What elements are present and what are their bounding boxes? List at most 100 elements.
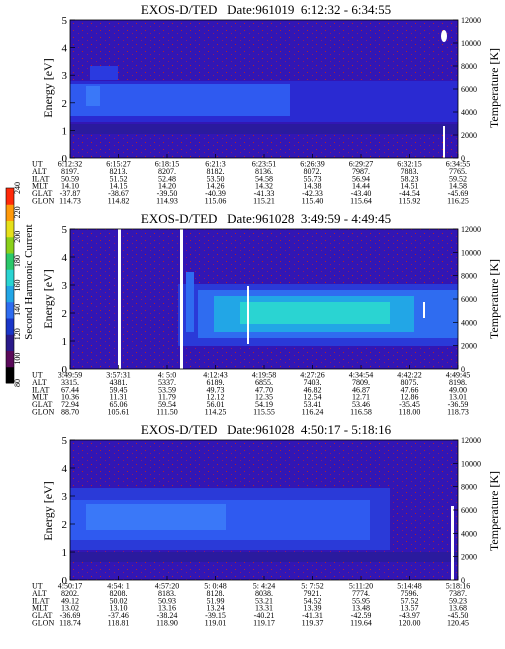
colorbar-swatch — [6, 334, 14, 351]
y-tick-label: 0 — [62, 364, 68, 376]
panel-1-temperature-mark — [441, 30, 447, 42]
orbit-table-cell: 46.82 — [304, 385, 322, 394]
panel-1-band-core — [70, 84, 290, 116]
colorbar-tick-label: 220 — [13, 206, 22, 218]
orbit-table-cell: -37.46 — [108, 611, 129, 620]
orbit-table-cell: 50.93 — [158, 596, 176, 605]
orbit-table-cell: 13.57 — [401, 604, 419, 613]
y-right-tick-label: 0 — [461, 154, 465, 163]
y-tick-label: 0 — [62, 575, 68, 587]
y-right-tick-label: 0 — [461, 365, 465, 374]
orbit-table-cell: 59.45 — [110, 385, 128, 394]
orbit-table-cell: 3:49:59 — [58, 371, 82, 380]
orbit-row-label: GLON — [32, 408, 54, 417]
y-right-tick-label: 12000 — [461, 436, 481, 445]
orbit-table-cell: 7387. — [449, 589, 467, 598]
y-right-tick-label: 2000 — [461, 131, 477, 140]
panel-3-band-core — [86, 504, 226, 530]
orbit-table-cell: 7596. — [401, 589, 419, 598]
panel-2-title: EXOS-D/TED Date:961028 3:49:59 - 4:49:45 — [141, 211, 391, 226]
orbit-table-cell: 47.66 — [401, 385, 419, 394]
orbit-table-cell: 116.58 — [350, 408, 372, 417]
orbit-table-cell: 111.50 — [156, 408, 177, 417]
orbit-table-cell: 65.06 — [110, 400, 128, 409]
panel-2-axes: 0 1 2 3 4 5 0 2000 4000 6000 8000 10000 12000 — [62, 224, 482, 376]
panel-1-band-highlight — [86, 86, 100, 106]
orbit-table-cell: 7921. — [304, 589, 322, 598]
orbit-table-cell: 53.59 — [158, 385, 176, 394]
y-tick-label: 2 — [62, 308, 68, 320]
orbit-row-label: MLT — [32, 393, 48, 402]
orbit-table-cell: 13.02 — [61, 604, 79, 613]
orbit-table-cell: -42.59 — [351, 611, 372, 620]
y-right-tick-label: 10000 — [461, 248, 481, 257]
orbit-table-cell: 116.24 — [302, 408, 324, 417]
orbit-table-cell: 4:42:22 — [397, 371, 421, 380]
orbit-table-cell: -41.31 — [302, 611, 323, 620]
orbit-row-label: MLT — [32, 182, 48, 191]
y-right-tick-label: 4000 — [461, 529, 477, 538]
y-right-tick-label: 12000 — [461, 16, 481, 25]
orbit-table-cell: 115.06 — [205, 197, 227, 206]
panel-2-ylabel-right: Temperature [K] — [487, 259, 501, 339]
orbit-table-cell: 54.19 — [255, 400, 273, 409]
orbit-table-cell: 53.46 — [352, 400, 370, 409]
orbit-table-cell: 5:11:20 — [349, 582, 373, 591]
orbit-table-cell: 13.68 — [449, 604, 467, 613]
colorbar-swatch — [6, 285, 14, 303]
orbit-table-cell: 12.54 — [304, 393, 322, 402]
orbit-table-cell: 4:49:45 — [446, 371, 470, 380]
orbit-table-cell: 13.31 — [255, 604, 273, 613]
orbit-row-label: GLAT — [32, 611, 53, 620]
orbit-table-cell: 88.70 — [61, 408, 79, 417]
orbit-table-cell: 6:29:27 — [349, 160, 373, 169]
orbit-table-cell: 46.87 — [352, 385, 370, 394]
colorbar-swatch — [6, 318, 14, 335]
y-right-tick-label: 8000 — [461, 483, 477, 492]
orbit-table-cell: 3:57:31 — [106, 371, 130, 380]
orbit-table-cell: -43.40 — [351, 189, 372, 198]
panel-1-band-burst — [90, 66, 118, 80]
colorbar-swatch — [6, 236, 14, 254]
panel-1-axes: 0 1 2 3 4 5 0 2000 4000 6000 8000 10000 12000 — [62, 15, 482, 165]
orbit-table-cell: 4:57:20 — [155, 582, 179, 591]
orbit-table-cell: -41.33 — [254, 189, 275, 198]
orbit-row-label: UT — [32, 582, 43, 591]
orbit-table-cell: 50.02 — [110, 596, 128, 605]
orbit-table-cell: 51.99 — [207, 596, 225, 605]
y-tick-label: 3 — [62, 491, 68, 503]
orbit-table-cell: 6:18:15 — [155, 160, 179, 169]
orbit-row-label: GLAT — [32, 400, 53, 409]
colorbar-swatch — [6, 253, 14, 270]
colorbar-tick-label: 140 — [13, 304, 22, 316]
orbit-table-cell: 115.40 — [302, 197, 324, 206]
y-tick-label: 3 — [62, 70, 68, 82]
panel-3-axes: 0 1 2 3 4 5 0 2000 4000 6000 8000 10000 12000 — [62, 435, 482, 587]
panel-3-ylabel: Energy [eV] — [41, 481, 55, 540]
panel-1-ylabel-right: Temperature [K] — [487, 48, 501, 128]
orbit-table-cell: 13.48 — [352, 604, 370, 613]
orbit-table-cell: 14.10 — [61, 182, 79, 191]
orbit-table-cell: 7765. — [449, 167, 467, 176]
orbit-table-cell: 114.93 — [156, 197, 178, 206]
orbit-table-cell: 3315. — [61, 378, 79, 387]
orbit-table-cell: 13.24 — [207, 604, 225, 613]
orbit-table-cell: 6855. — [255, 378, 273, 387]
colorbar-swatch — [6, 188, 14, 205]
orbit-row-label: ILAT — [32, 385, 49, 394]
colorbar-title: Second Harmonic Current — [23, 224, 35, 339]
orbit-table-cell: 4:19:58 — [252, 371, 276, 380]
orbit-table-cell: 120.00 — [399, 619, 421, 628]
y-right-tick-label: 10000 — [461, 39, 481, 48]
orbit-row-label: UT — [32, 160, 43, 169]
colorbar-frame — [5, 187, 15, 384]
orbit-table-cell: 8198. — [449, 378, 467, 387]
panel-2: EXOS-D/TED Date:961028 3:49:59 - 4:49:45… — [32, 211, 501, 417]
orbit-table-cell: 8136. — [255, 167, 273, 176]
colorbar-swatch — [6, 350, 14, 368]
orbit-table-cell: 118.74 — [59, 619, 81, 628]
orbit-table-cell: 118.90 — [156, 619, 178, 628]
y-tick-label: 0 — [62, 153, 68, 165]
y-right-tick-label: 6000 — [461, 295, 477, 304]
orbit-table-cell: 14.44 — [352, 182, 370, 191]
